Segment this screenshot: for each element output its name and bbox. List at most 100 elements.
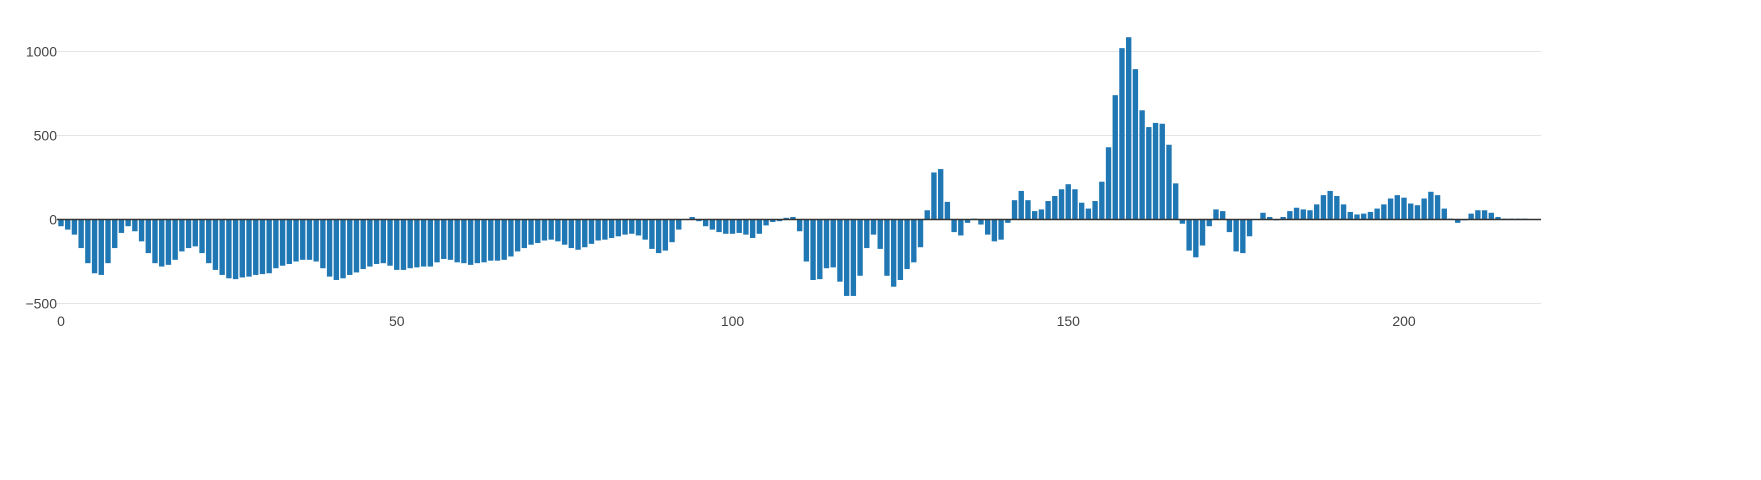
bar bbox=[1132, 69, 1139, 220]
bar bbox=[1085, 208, 1092, 220]
bar bbox=[890, 219, 897, 287]
bar bbox=[1314, 204, 1320, 220]
bar bbox=[373, 219, 380, 265]
bar bbox=[360, 219, 366, 270]
bar bbox=[98, 219, 104, 275]
bar bbox=[790, 216, 796, 220]
bar bbox=[837, 219, 843, 282]
bar bbox=[1280, 216, 1286, 220]
x-tick-label: 100 bbox=[721, 313, 745, 329]
x-tick-label: 50 bbox=[389, 313, 405, 329]
bar bbox=[615, 219, 622, 237]
bar bbox=[246, 219, 252, 277]
bar bbox=[783, 217, 789, 220]
bar bbox=[454, 219, 460, 263]
bar bbox=[427, 219, 434, 267]
bar bbox=[353, 219, 360, 273]
bar bbox=[320, 219, 326, 269]
x-tick-label: 150 bbox=[1057, 313, 1081, 329]
bar bbox=[380, 219, 386, 264]
bar bbox=[951, 219, 957, 233]
bar bbox=[434, 219, 440, 263]
bar bbox=[776, 219, 783, 222]
bar bbox=[1018, 190, 1024, 220]
bar bbox=[172, 219, 178, 260]
bar bbox=[1307, 210, 1313, 220]
bar bbox=[803, 219, 810, 262]
bar bbox=[642, 219, 648, 240]
bar bbox=[414, 219, 420, 268]
bar bbox=[723, 219, 729, 234]
bar bbox=[1495, 216, 1501, 220]
bar bbox=[1441, 208, 1447, 220]
bar bbox=[1038, 209, 1045, 220]
bar bbox=[1193, 219, 1199, 258]
bar bbox=[830, 219, 836, 268]
bar bbox=[1367, 211, 1374, 220]
bar bbox=[1267, 216, 1273, 220]
y-tick-label: −500 bbox=[25, 296, 57, 312]
bar bbox=[911, 219, 917, 263]
bar bbox=[998, 219, 1004, 240]
y-tick-label: 0 bbox=[49, 212, 57, 228]
bar bbox=[1481, 210, 1488, 220]
x-axis-tick-labels: 0 50 100 150 200 bbox=[57, 313, 1416, 329]
bar bbox=[1005, 219, 1011, 223]
bar bbox=[1045, 201, 1051, 220]
bar bbox=[528, 219, 534, 245]
bar bbox=[1166, 144, 1172, 220]
bar bbox=[984, 219, 991, 235]
bar bbox=[145, 219, 151, 254]
bar bbox=[1179, 219, 1186, 224]
bar bbox=[864, 219, 870, 249]
bar bbox=[1072, 189, 1078, 220]
bar bbox=[1401, 197, 1407, 220]
bar bbox=[259, 219, 266, 275]
bar bbox=[662, 219, 669, 251]
bar bbox=[326, 219, 333, 277]
bar bbox=[937, 169, 944, 220]
bar bbox=[1334, 195, 1340, 220]
bar bbox=[514, 219, 521, 252]
bar bbox=[273, 219, 279, 269]
bar bbox=[1246, 219, 1253, 237]
bar bbox=[1052, 195, 1058, 220]
bar bbox=[185, 219, 192, 249]
bar bbox=[239, 219, 245, 278]
bar bbox=[568, 219, 575, 249]
bar bbox=[582, 219, 588, 248]
bar bbox=[226, 219, 232, 279]
bar bbox=[561, 219, 568, 245]
bar bbox=[763, 219, 769, 226]
bar bbox=[1199, 219, 1206, 246]
bar bbox=[192, 219, 198, 247]
bar bbox=[1152, 122, 1159, 220]
bar bbox=[1374, 208, 1380, 220]
bar bbox=[112, 219, 118, 249]
bar bbox=[340, 219, 346, 279]
bar bbox=[1361, 213, 1367, 220]
bar bbox=[266, 219, 272, 274]
bar bbox=[917, 219, 924, 248]
bar bbox=[313, 219, 319, 262]
bar bbox=[447, 219, 454, 260]
bars bbox=[58, 37, 1528, 296]
bar bbox=[481, 219, 487, 263]
bar bbox=[1011, 200, 1018, 220]
bar bbox=[232, 219, 239, 280]
bar bbox=[461, 219, 467, 264]
y-tick-label: 1000 bbox=[26, 44, 57, 60]
bar bbox=[1119, 48, 1125, 220]
bar bbox=[1488, 212, 1494, 220]
bar bbox=[1126, 37, 1132, 220]
bar bbox=[105, 219, 111, 264]
bar bbox=[1233, 219, 1239, 252]
bar bbox=[152, 219, 158, 264]
bar bbox=[1078, 202, 1085, 220]
bar bbox=[817, 219, 823, 280]
bar bbox=[467, 219, 474, 265]
bar bbox=[1206, 219, 1212, 227]
bar bbox=[1058, 189, 1065, 220]
bar bbox=[1387, 198, 1394, 220]
